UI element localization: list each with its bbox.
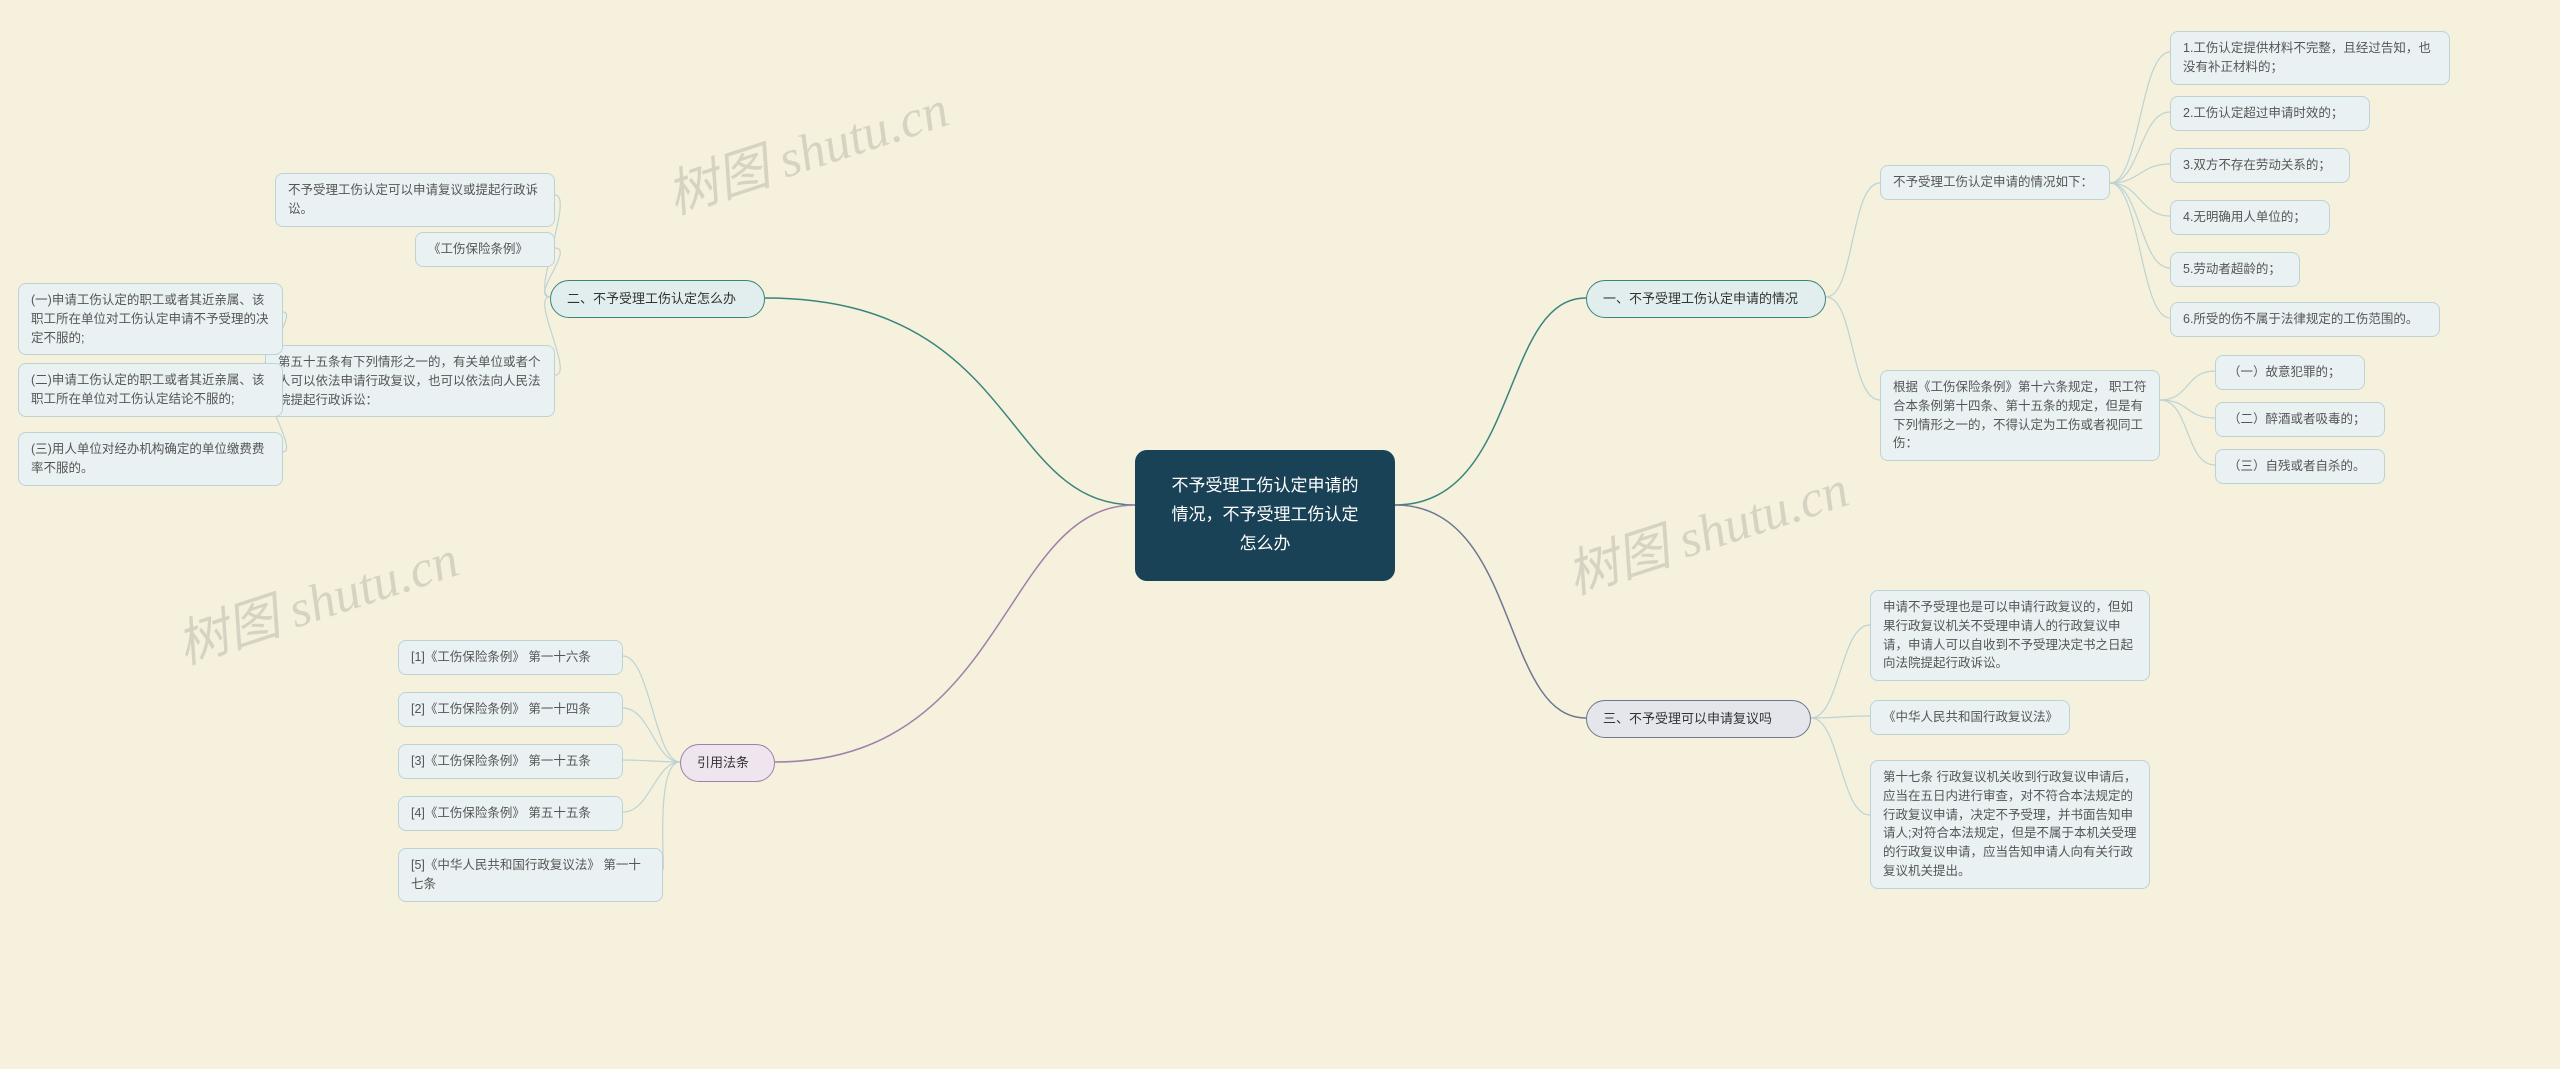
branch-3-sub3[interactable]: 第十七条 行政复议机关收到行政复议申请后，应当在五日内进行审查，对不符合本法规定…: [1870, 760, 2150, 889]
branch-1-sub1-item[interactable]: 5.劳动者超龄的；: [2170, 252, 2300, 287]
branch-2-sub2[interactable]: 《工伤保险条例》: [415, 232, 555, 267]
branch-4-item[interactable]: [5]《中华人民共和国行政复议法》 第一十七条: [398, 848, 663, 902]
branch-4-item[interactable]: [1]《工伤保险条例》 第一十六条: [398, 640, 623, 675]
branch-3-sub2[interactable]: 《中华人民共和国行政复议法》: [1870, 700, 2070, 735]
watermark: 树图 shutu.cn: [1556, 447, 1857, 608]
branch-1-sub1-item[interactable]: 4.无明确用人单位的；: [2170, 200, 2330, 235]
branch-1-sub1-item[interactable]: 6.所受的伤不属于法律规定的工伤范围的。: [2170, 302, 2440, 337]
branch-1-title[interactable]: 一、不予受理工伤认定申请的情况: [1586, 280, 1826, 318]
branch-4-item[interactable]: [3]《工伤保险条例》 第一十五条: [398, 744, 623, 779]
branch-4-item[interactable]: [2]《工伤保险条例》 第一十四条: [398, 692, 623, 727]
branch-1-sub1-item[interactable]: 2.工伤认定超过申请时效的；: [2170, 96, 2370, 131]
branch-2-sub3-item[interactable]: (二)申请工伤认定的职工或者其近亲属、该职工所在单位对工伤认定结论不服的;: [18, 363, 283, 417]
branch-2-title[interactable]: 二、不予受理工伤认定怎么办: [550, 280, 765, 318]
branch-1-sub1-item[interactable]: 3.双方不存在劳动关系的；: [2170, 148, 2350, 183]
branch-1-sub2-item[interactable]: （二）醉酒或者吸毒的；: [2215, 402, 2385, 437]
branch-1-sub2-item[interactable]: （一）故意犯罪的；: [2215, 355, 2365, 390]
branch-1-sub2[interactable]: 根据《工伤保险条例》第十六条规定， 职工符合本条例第十四条、第十五条的规定，但是…: [1880, 370, 2160, 461]
branch-2-sub3-item[interactable]: (一)申请工伤认定的职工或者其近亲属、该职工所在单位对工伤认定申请不予受理的决定…: [18, 283, 283, 355]
branch-2-sub3-item[interactable]: (三)用人单位对经办机构确定的单位缴费费率不服的。: [18, 432, 283, 486]
root-node[interactable]: 不予受理工伤认定申请的 情况，不予受理工伤认定 怎么办: [1135, 450, 1395, 581]
branch-4-title[interactable]: 引用法条: [680, 744, 775, 782]
branch-2-sub1[interactable]: 不予受理工伤认定可以申请复议或提起行政诉讼。: [275, 173, 555, 227]
branch-3-sub1[interactable]: 申请不予受理也是可以申请行政复议的，但如果行政复议机关不受理申请人的行政复议申请…: [1870, 590, 2150, 681]
branch-1-sub2-item[interactable]: （三）自残或者自杀的。: [2215, 449, 2385, 484]
branch-2-sub3[interactable]: 第五十五条有下列情形之一的，有关单位或者个人可以依法申请行政复议，也可以依法向人…: [265, 345, 555, 417]
branch-3-title[interactable]: 三、不予受理可以申请复议吗: [1586, 700, 1811, 738]
branch-4-item[interactable]: [4]《工伤保险条例》 第五十五条: [398, 796, 623, 831]
branch-1-sub1-item[interactable]: 1.工伤认定提供材料不完整，且经过告知，也没有补正材料的；: [2170, 31, 2450, 85]
watermark: 树图 shutu.cn: [656, 67, 957, 228]
branch-1-sub1[interactable]: 不予受理工伤认定申请的情况如下：: [1880, 165, 2110, 200]
